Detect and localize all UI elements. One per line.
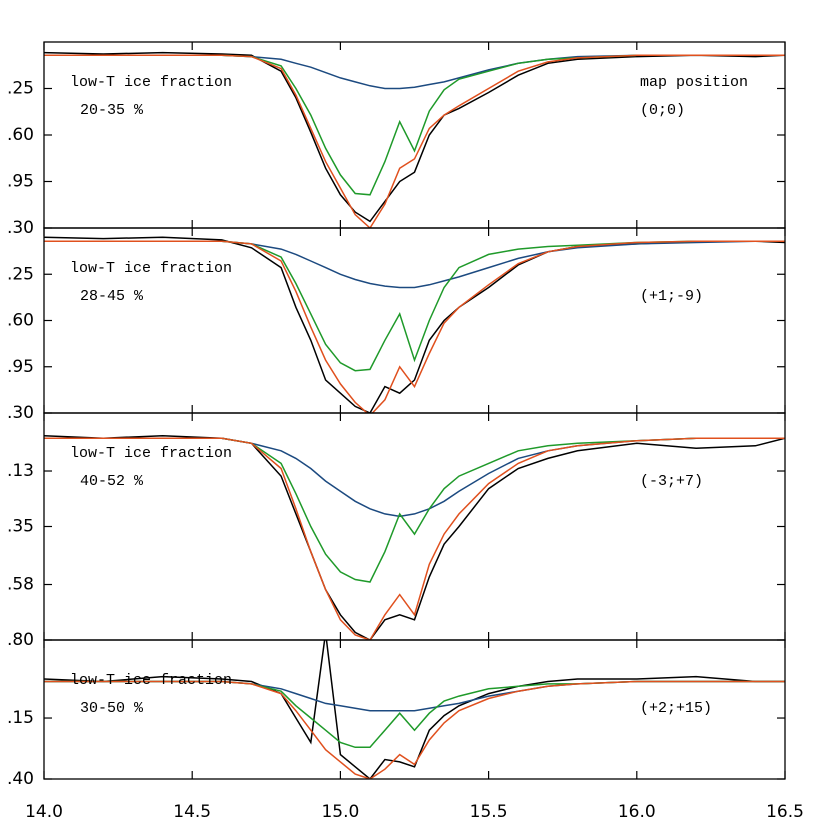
annotation: low-T ice fraction (70, 260, 232, 277)
panel: .13 .35 .58 .80 low-T ice fraction 40-52 % (-3… (7, 412, 786, 650)
annotation: 30-50 % (80, 700, 144, 717)
panel: .25 .60 .95 .30 low-T ice fraction 28-45 % (+1… (7, 227, 786, 423)
y-tick-label: .95 (7, 172, 34, 192)
annotation: 28-45 % (80, 288, 144, 305)
annotation: 20-35 % (80, 102, 144, 119)
series-line (44, 680, 785, 779)
annotation: low-T ice fraction (70, 74, 232, 91)
panel: .25 .60 .95 .30 low-T ice fraction 20-35 % map… (7, 41, 786, 238)
y-tick-label: .30 (7, 403, 34, 423)
y-tick-label: .95 (7, 357, 34, 377)
y-tick-label: .80 (7, 630, 34, 650)
series-line (44, 640, 785, 779)
y-tick-label: .40 (7, 769, 34, 789)
annotation: 40-52 % (80, 473, 144, 490)
y-tick-label: .25 (7, 79, 34, 99)
series-line (44, 240, 785, 413)
plot-area (44, 236, 785, 413)
y-tick-label: .60 (7, 125, 34, 145)
y-tick-label: .58 (7, 575, 34, 595)
plot-area (44, 640, 785, 779)
y-tick-label: .25 (7, 264, 34, 284)
annotation: (+2;+15) (640, 700, 712, 717)
plot-frame (43, 639, 786, 780)
annotation: (-3;+7) (640, 473, 703, 490)
plot-frame (43, 41, 786, 229)
series-line (44, 54, 785, 228)
x-tick-label: 16.5 (766, 802, 804, 822)
annotation: (0;0) (640, 102, 685, 119)
series-line (44, 240, 785, 289)
x-tick-label: 14.5 (173, 802, 211, 822)
series-line (44, 434, 785, 640)
plot-area (44, 434, 785, 640)
annotation: low-T ice fraction (70, 672, 232, 689)
y-tick-label: .15 (7, 708, 34, 728)
annotation: (+1;-9) (640, 288, 703, 305)
y-tick-label: .30 (7, 218, 34, 238)
annotation: low-T ice fraction (70, 445, 232, 462)
series-line (44, 54, 785, 90)
series-line (44, 437, 785, 640)
panel: .15 .40 14.0 14.5 15.0 15.5 16.0 16.5 low-T ice … (7, 639, 804, 822)
x-tick-label: 15.5 (470, 802, 508, 822)
y-tick-label: .60 (7, 311, 34, 331)
x-tick-label: 15.0 (321, 802, 359, 822)
annotation: map position (640, 74, 748, 91)
y-tick-label: .13 (7, 461, 34, 481)
x-tick-label: 14.0 (25, 802, 63, 822)
x-tick-label: 16.0 (618, 802, 656, 822)
y-tick-label: .35 (7, 517, 34, 537)
plot-area (44, 51, 785, 228)
